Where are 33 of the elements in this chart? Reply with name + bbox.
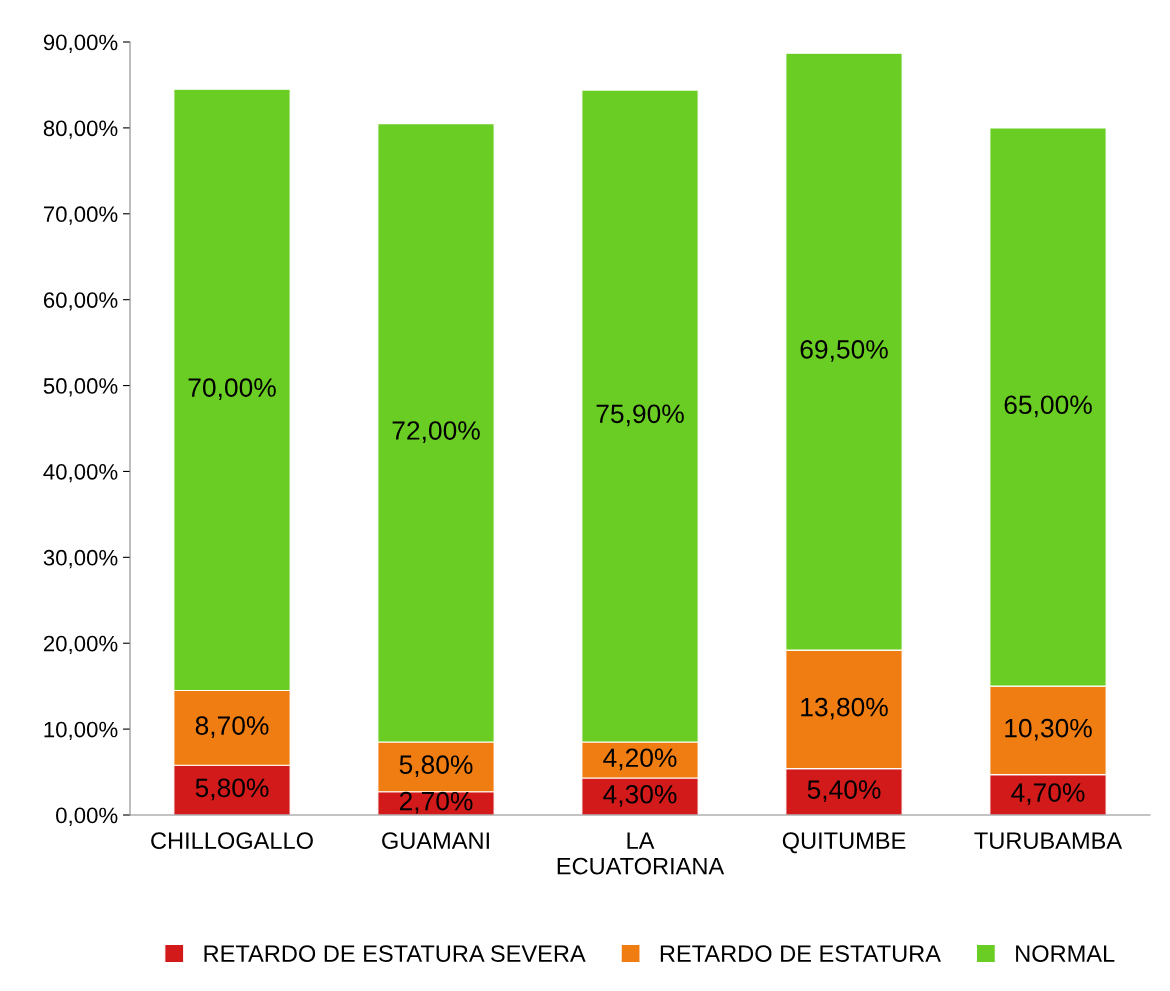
legend-label: NORMAL bbox=[1016, 945, 1115, 962]
data-label: 69,50% bbox=[800, 340, 888, 362]
data-label: 72,00% bbox=[392, 421, 480, 443]
data-label: 75,90% bbox=[596, 404, 684, 427]
x-tick-label: GUAMANI bbox=[382, 832, 489, 850]
data-label: 70,00% bbox=[188, 378, 276, 401]
data-label: 4,20% bbox=[603, 748, 677, 771]
x-tick-label: LA ECUATORIANA bbox=[557, 832, 725, 875]
x-tick-label: QUITUMBE bbox=[782, 832, 906, 854]
data-label: 5,80% bbox=[399, 755, 473, 778]
data-label: 4,70% bbox=[1011, 783, 1085, 806]
y-tick-label: 70,00% bbox=[43, 206, 118, 225]
y-tick-label: 50,00% bbox=[43, 378, 118, 397]
data-label: 13,80% bbox=[801, 697, 888, 720]
data-label: 10,30% bbox=[1005, 718, 1092, 741]
y-tick-label: 10,00% bbox=[44, 721, 118, 741]
data-label: 5,80% bbox=[195, 778, 269, 801]
y-tick-label: 30,00% bbox=[43, 549, 118, 569]
y-tick-label: 80,00% bbox=[43, 120, 118, 139]
x-tick-label: TURUBAMBA bbox=[974, 832, 1123, 850]
y-tick-label: 60,00% bbox=[43, 292, 118, 311]
legend-label: RETARDO DE ESTATURA SEVERA bbox=[204, 945, 586, 962]
data-label: 8,70% bbox=[195, 716, 269, 739]
data-label: 65,00% bbox=[1004, 395, 1092, 418]
y-tick-label: 0,00% bbox=[56, 807, 118, 826]
data-label: 5,40% bbox=[807, 780, 881, 803]
data-label: 2,70% bbox=[399, 791, 473, 814]
legend-label: RETARDO DE ESTATURA bbox=[660, 945, 941, 962]
y-tick-label: 40,00% bbox=[43, 463, 118, 483]
data-label: 4,30% bbox=[603, 784, 677, 807]
y-tick-label: 20,00% bbox=[43, 635, 118, 655]
y-tick-label: 90,00% bbox=[43, 34, 118, 53]
x-tick-label: CHILLOGALLO bbox=[151, 832, 313, 850]
